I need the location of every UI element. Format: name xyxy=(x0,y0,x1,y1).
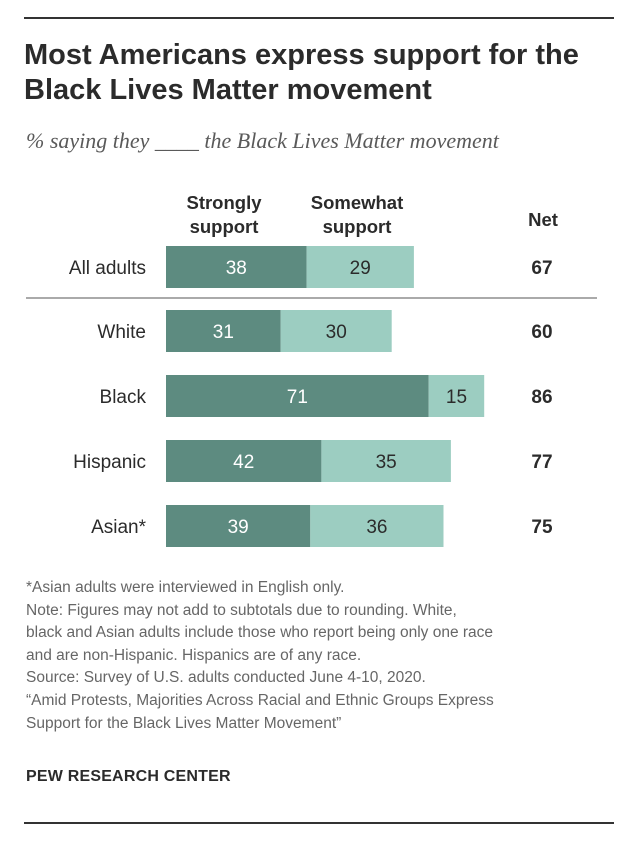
bar-somewhat-support-all-adults xyxy=(306,246,414,288)
net-value-white: 60 xyxy=(531,322,552,343)
note-line-4: and are non-Hispanic. Hispanics are of a… xyxy=(26,646,362,664)
series-header-somewhat-line-2: support xyxy=(323,216,392,237)
bar-somewhat-support-asian xyxy=(310,505,444,547)
bar-strongly-support-black xyxy=(166,375,429,417)
title-line-2: Black Lives Matter movement xyxy=(24,74,432,106)
category-label-all-adults: All adults xyxy=(69,258,146,279)
net-value-black: 86 xyxy=(531,387,552,408)
value-label-somewhat-support-white: 30 xyxy=(326,322,347,343)
bar-strongly-support-white xyxy=(166,310,281,352)
series-header-strongly-line-2: support xyxy=(190,216,259,237)
value-label-somewhat-support-asian: 36 xyxy=(366,517,387,538)
bar-strongly-support-all-adults xyxy=(166,246,307,288)
title-line-1: Most Americans express support for the xyxy=(24,39,579,71)
series-header-strongly-line-1: Strongly xyxy=(186,192,262,213)
bar-strongly-support-hispanic xyxy=(166,440,322,482)
bar-strongly-support-asian xyxy=(166,505,311,547)
stacked-bar-chart: Strongly support Somewhat support Net Al… xyxy=(26,192,597,547)
value-label-strongly-support-asian: 39 xyxy=(228,517,249,538)
chart-title: Most Americans express support for the B… xyxy=(24,38,624,108)
value-label-somewhat-support-black: 15 xyxy=(446,387,467,408)
note-line-3: black and Asian adults include those who… xyxy=(26,624,494,642)
category-label-hispanic: Hispanic xyxy=(73,452,146,473)
value-label-strongly-support-hispanic: 42 xyxy=(233,452,254,473)
note-report-title-1: “Amid Protests, Majorities Across Racial… xyxy=(26,691,494,709)
bars-group: All adults 38 29 67 White 31 30 60 Black 71 15 86 Hi… xyxy=(69,246,553,547)
note-report-title-2: Support for the Black Lives Matter Movem… xyxy=(26,714,342,732)
series-header-strongly: Strongly support xyxy=(186,192,262,237)
series-header-somewhat: Somewhat support xyxy=(311,192,404,237)
category-label-white: White xyxy=(97,322,146,343)
bar-somewhat-support-hispanic xyxy=(321,440,451,482)
bar-somewhat-support-black xyxy=(428,375,485,417)
category-label-black: Black xyxy=(100,387,147,408)
value-label-strongly-support-black: 71 xyxy=(287,387,308,408)
note-asian: *Asian adults were interviewed in Englis… xyxy=(26,579,345,596)
note-source: Source: Survey of U.S. adults conducted … xyxy=(26,669,426,687)
value-label-somewhat-support-hispanic: 35 xyxy=(376,452,397,473)
value-label-strongly-support-white: 31 xyxy=(213,322,234,343)
net-value-asian: 75 xyxy=(531,517,553,538)
value-label-somewhat-support-all-adults: 29 xyxy=(350,258,371,279)
category-label-asian: Asian* xyxy=(91,517,147,538)
notes: *Asian adults were interviewed in Englis… xyxy=(26,577,621,735)
net-value-all-adults: 67 xyxy=(531,258,552,279)
net-header: Net xyxy=(528,209,558,230)
note-line-2: Note: Figures may not add to subtotals d… xyxy=(26,601,457,619)
bar-somewhat-support-white xyxy=(280,310,392,352)
source-org: PEW RESEARCH CENTER xyxy=(26,768,231,785)
bottom-rule xyxy=(24,822,614,824)
net-value-hispanic: 77 xyxy=(531,452,552,473)
value-label-strongly-support-all-adults: 38 xyxy=(226,258,247,279)
top-rule xyxy=(24,17,614,19)
series-header-somewhat-line-1: Somewhat xyxy=(311,192,404,213)
chart-subtitle: % saying they ____ the Black Lives Matte… xyxy=(26,128,499,153)
